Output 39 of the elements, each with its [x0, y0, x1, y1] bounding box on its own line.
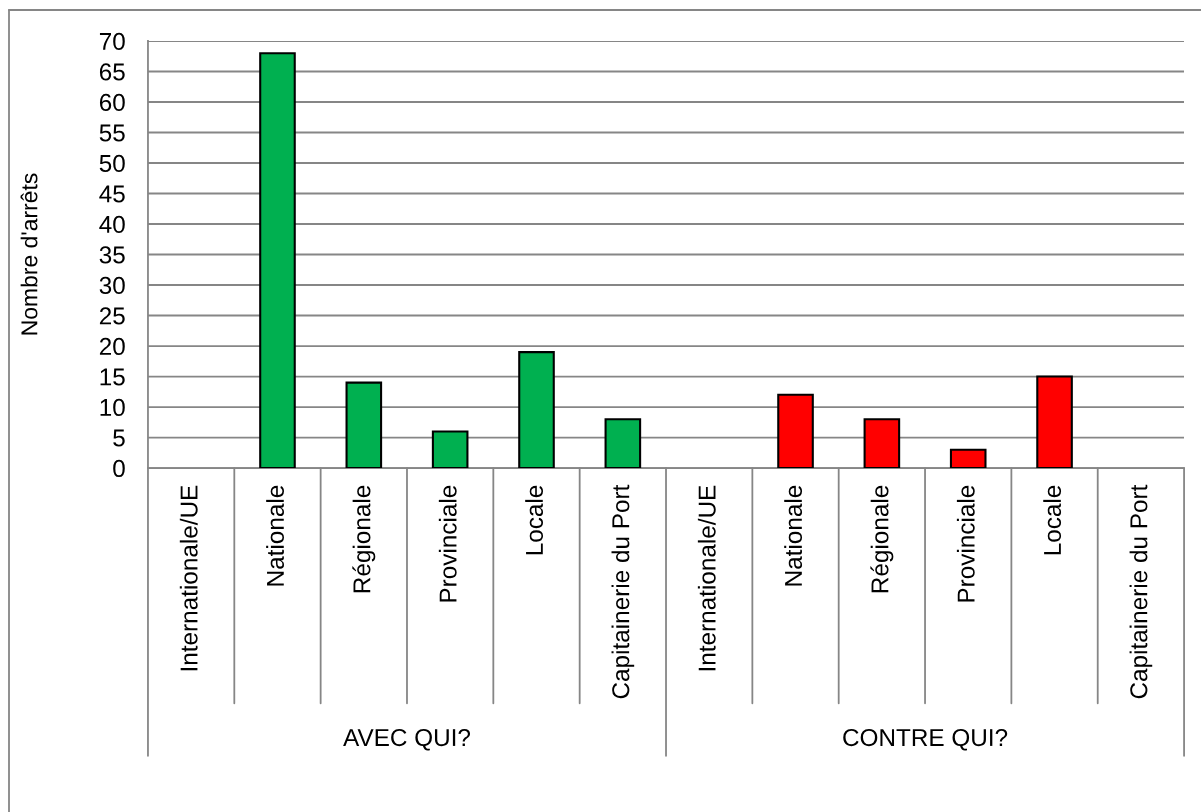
y-axis-title: Nombre d'arrêts — [20, 173, 38, 335]
bar — [1036, 375, 1073, 469]
y-tick-label: 40 — [99, 215, 125, 234]
bar — [431, 430, 469, 469]
x-tick-label: Nationale — [784, 485, 803, 586]
x-tick-label: Provinciale — [956, 485, 975, 602]
y-tick-label: 25 — [99, 307, 125, 325]
x-tick-label: Provinciale — [438, 485, 457, 602]
x-tick-label: Régionale — [870, 485, 894, 593]
bar — [259, 52, 296, 469]
x-tick-label: Internationale/UE — [179, 485, 198, 671]
y-tick-label: 55 — [99, 124, 125, 142]
y-tick-label: 65 — [99, 63, 125, 81]
text: CONTRE QUI? — [843, 728, 1008, 751]
y-tick-label: 70 — [99, 32, 125, 51]
y-tick-label: 20 — [99, 337, 125, 356]
y-tick-label: 10 — [100, 398, 125, 417]
x-tick-label: Locale — [525, 485, 544, 555]
y-tick-label: 15 — [100, 368, 125, 386]
y-tick-label: 0 — [113, 459, 125, 478]
y-tick-label: 60 — [99, 93, 125, 112]
y-tick-label: 5 — [113, 429, 125, 447]
x-tick-label: Internationale/UE — [697, 485, 716, 671]
bar — [604, 418, 642, 469]
y-tick-label: 45 — [99, 185, 125, 203]
bar — [863, 418, 901, 469]
y-tick-label: 50 — [99, 154, 125, 173]
x-tick-label: Nationale — [266, 485, 284, 586]
x-tick-label: Capitainerie du Port — [1129, 484, 1153, 699]
x-tick-label: Régionale — [352, 485, 376, 593]
y-tick-label: 30 — [99, 276, 125, 295]
bar — [345, 381, 383, 469]
x-tick-label: Capitainerie du Port — [611, 484, 635, 699]
y-tick-label: 35 — [99, 246, 125, 264]
bar — [518, 351, 555, 469]
bar — [949, 448, 987, 469]
x-tick-label: Locale — [1043, 485, 1062, 555]
bar — [777, 393, 814, 469]
text: AVEC QUI? — [343, 728, 471, 751]
